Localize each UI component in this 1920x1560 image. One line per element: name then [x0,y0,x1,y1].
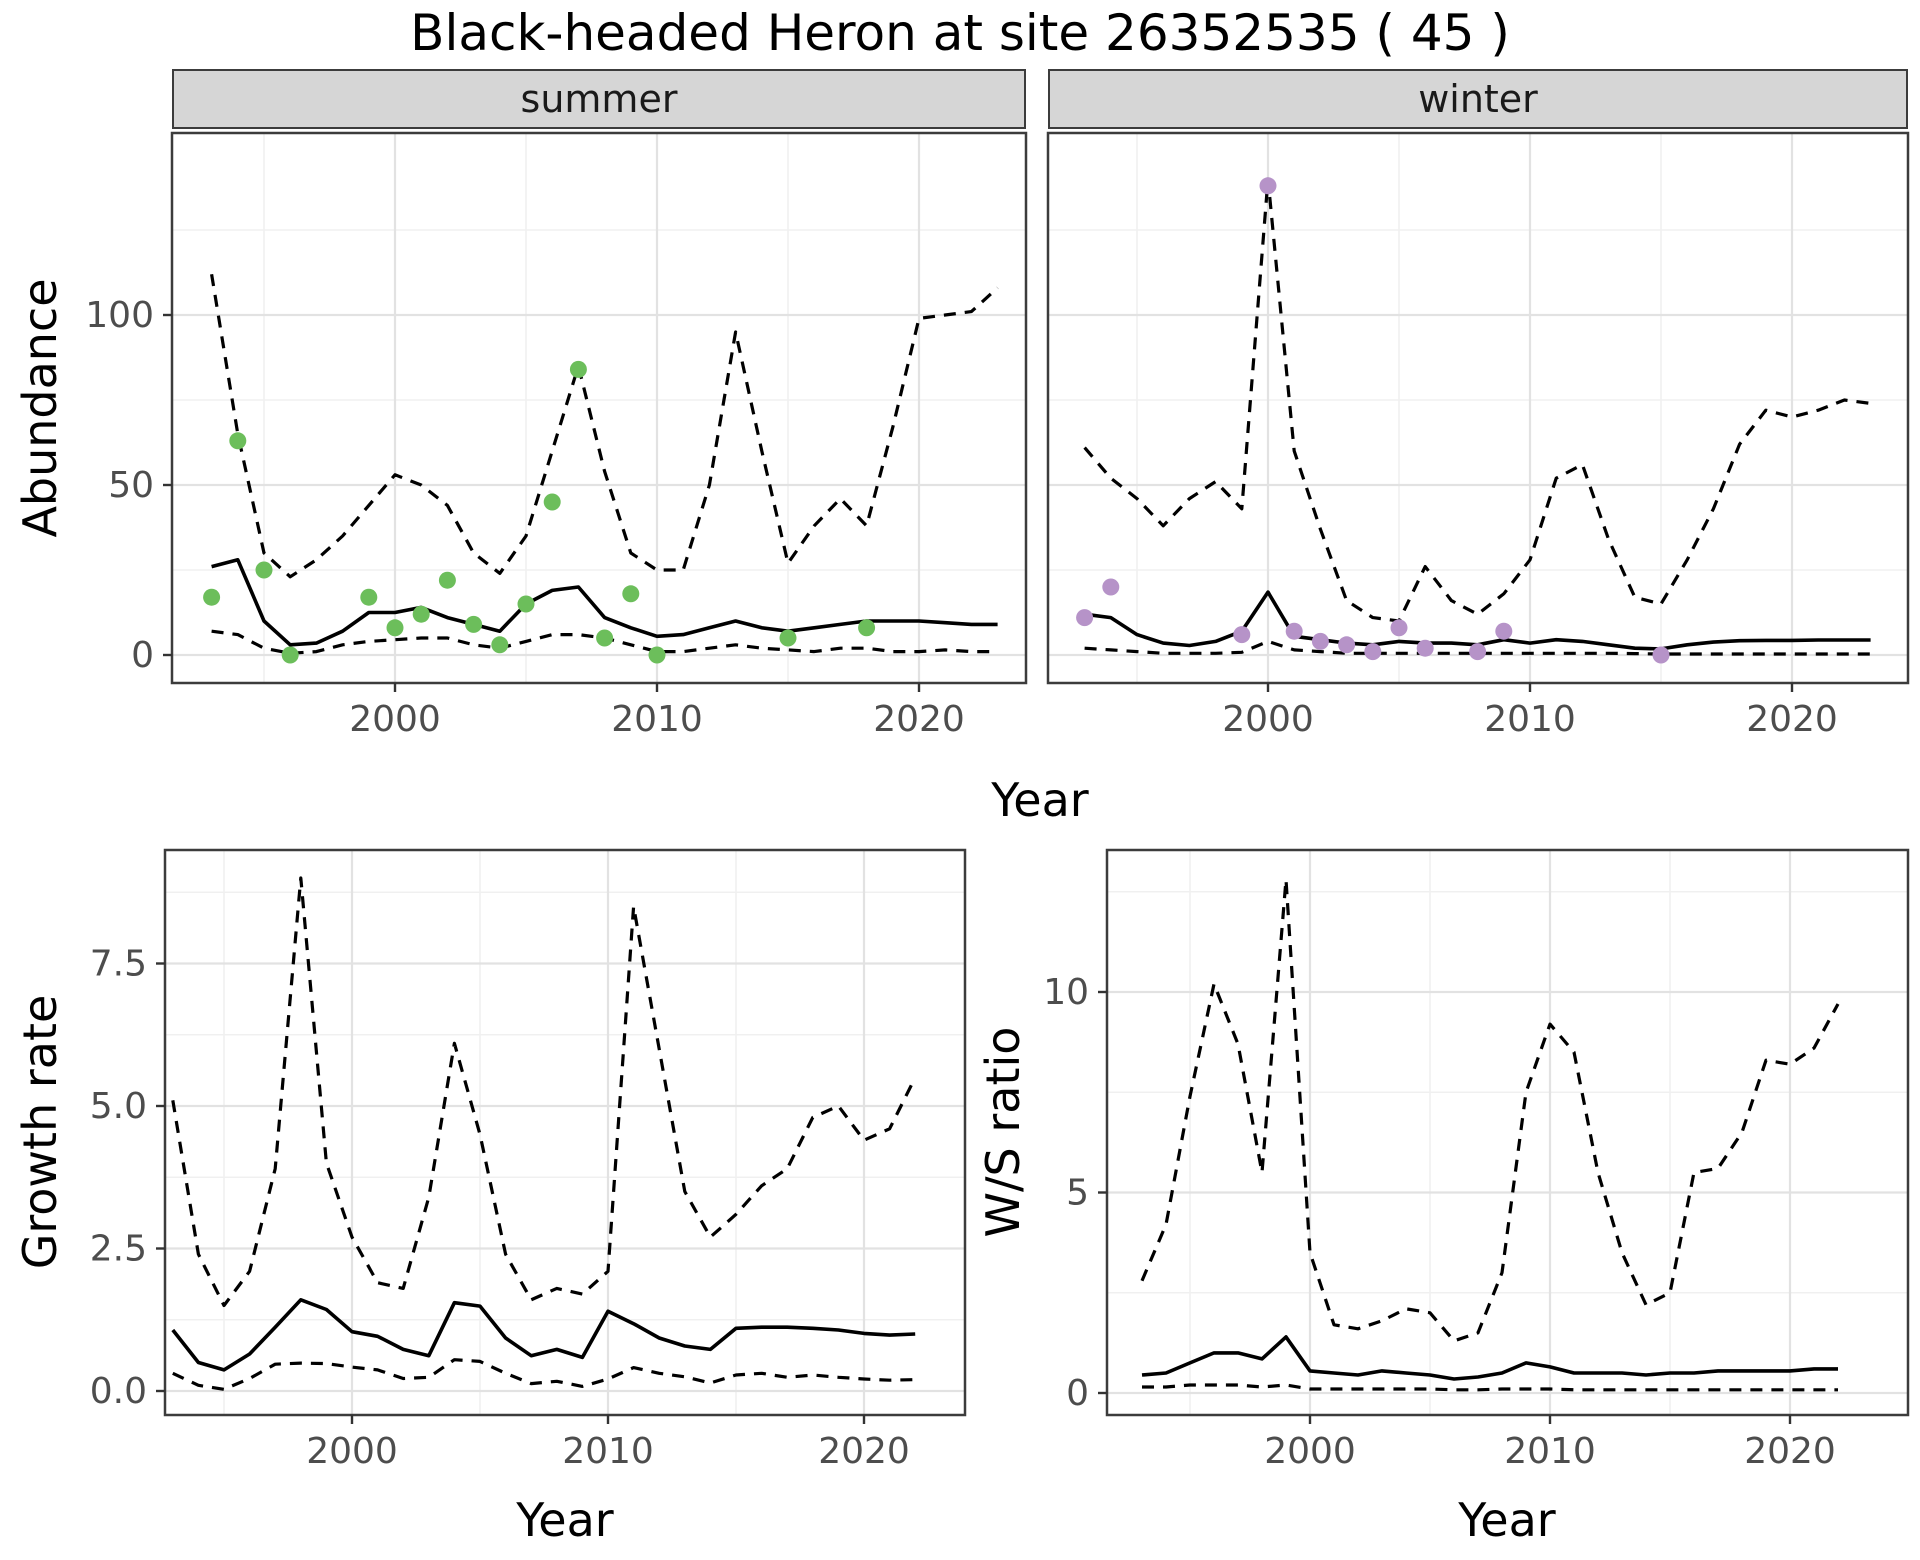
x-tick-label: 2010 [562,1431,654,1472]
facet-strip-summer-label: summer [520,77,678,121]
fit-line [1141,1335,1838,1381]
observed-point [569,360,587,378]
panel-border [1105,848,1910,1417]
observed-point [1469,643,1487,661]
y-tick-label: 10 [1043,972,1089,1013]
panel-border [170,131,1028,685]
fit-line [171,1298,916,1372]
x-tick-label: 2000 [1264,1431,1356,1472]
observed-point [491,636,509,654]
y-tick-label: 5 [1066,1173,1089,1214]
lower_ci-line [1084,639,1871,656]
x-tick-label: 2000 [1222,699,1314,740]
observed-point [543,493,561,511]
observed-point [1233,626,1251,644]
y-axis-title-abundance: Abundance [13,278,67,538]
observed-point [1285,622,1303,640]
observed-point [858,619,876,637]
upper_ci-line [210,273,999,579]
observed-point [203,588,221,606]
observed-point [438,571,456,589]
observed-point [1364,643,1382,661]
observed-point [1652,646,1670,664]
panel-border [163,848,967,1417]
observed-point [465,615,483,633]
y-axis-title-ws-ratio: W/S ratio [976,1026,1030,1238]
x-tick-label: 2000 [349,699,441,740]
observed-point [596,629,614,647]
facet-strip-winter-label: winter [1418,77,1538,121]
x-tick-label: 2000 [306,1431,398,1472]
lower_ci-line [172,1358,916,1391]
y-tick-label: 0 [131,635,154,676]
upper_ci-line [171,876,917,1308]
x-tick-label: 2020 [873,699,965,740]
observed-point [1390,619,1408,637]
y-tick-label: 100 [85,295,154,336]
observed-point [386,619,404,637]
upper_ci-line [1083,177,1871,623]
y-axis-title-growth-rate: Growth rate [13,994,67,1270]
y-tick-label: 0 [1066,1373,1089,1414]
x-axis-title-growth: Year [516,1493,614,1547]
observed-point [1495,622,1513,640]
x-tick-label: 2010 [611,699,703,740]
observed-point [1416,639,1434,657]
observed-point [1311,632,1329,650]
observed-point [1102,578,1120,596]
observed-point [517,595,535,613]
y-tick-label: 7.5 [90,944,147,985]
lower_ci-line [1142,1383,1838,1392]
observed-point [779,629,797,647]
observed-point [1076,609,1094,627]
y-tick-label: 5.0 [90,1086,147,1127]
observed-point [622,585,640,603]
y-tick-label: 2.5 [90,1229,147,1270]
panel-growth-rate: 2000 2010 2020 0.0 2.5 5.0 7.5 [90,848,967,1472]
x-tick-label: 2010 [1484,699,1576,740]
upper_ci-line [1140,878,1840,1343]
panel-border [1046,131,1910,685]
observed-point [281,646,299,664]
y-tick-label: 0.0 [90,1371,147,1412]
observed-point [412,605,430,623]
panel-abundance-winter: 2000 2010 2020 [1046,131,1910,740]
x-tick-label: 2020 [1746,699,1838,740]
x-axis-title-top: Year [991,773,1089,827]
observed-point [1259,177,1277,195]
observed-point [360,588,378,606]
panel-abundance-summer: 2000 2010 2020 0 50 100 [85,131,1028,740]
x-tick-label: 2020 [818,1431,910,1472]
observed-point [229,432,247,450]
fit-line [1084,590,1871,651]
observed-point [648,646,666,664]
x-axis-title-ws: Year [1458,1493,1556,1547]
x-tick-label: 2020 [1744,1431,1836,1472]
observed-point [1338,636,1356,654]
y-tick-label: 50 [108,465,154,506]
chart-title: Black-headed Heron at site 26352535 ( 45… [410,4,1510,62]
x-tick-label: 2010 [1504,1431,1596,1472]
observed-point [255,561,273,579]
facet-strip-winter: winter [1048,69,1908,129]
facet-strip-summer: summer [172,69,1026,129]
panel-ws-ratio: 2000 2010 2020 0 5 10 [1043,848,1910,1472]
